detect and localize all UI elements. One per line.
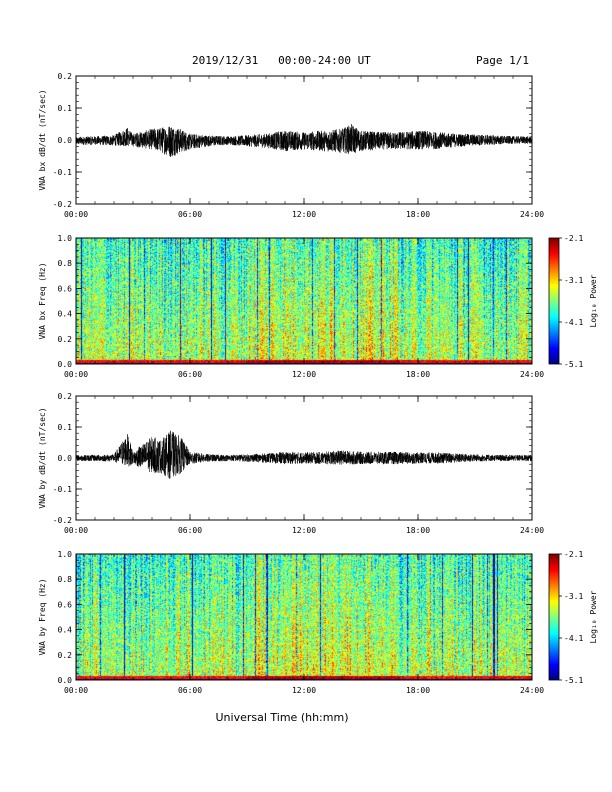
ytick-label-4-0: 0.0 (58, 676, 73, 685)
ytick-label-4-4: 0.8 (58, 575, 73, 584)
colorbar-tick-label-4-0: -2.1 (564, 550, 583, 559)
colorbar-tick-label-2-2: -4.1 (564, 318, 583, 327)
xtick-label-3-4: 24:00 (520, 526, 544, 535)
xtick-label-1-2: 12:00 (292, 210, 316, 219)
colorbar-bx (549, 238, 559, 364)
plot-frame-2 (75, 237, 533, 365)
xtick-label-4-2: 12:00 (292, 686, 316, 695)
xaxis-label: Universal Time (hh:mm) (216, 711, 349, 724)
xtick-label-4-1: 06:00 (178, 686, 202, 695)
xtick-label-3-0: 00:00 (64, 526, 88, 535)
ytick-label-3-3: 0.1 (58, 423, 73, 432)
xtick-label-1-1: 06:00 (178, 210, 202, 219)
ylabel-2: VNA bx Freq (Hz) (38, 262, 47, 339)
spectrogram-by (76, 554, 532, 680)
xtick-label-2-0: 00:00 (64, 370, 88, 379)
signal-trace-3 (75, 430, 533, 479)
colorbar-tick-label-2-1: -3.1 (564, 276, 583, 285)
xtick-label-4-0: 00:00 (64, 686, 88, 695)
ytick-label-1-4: 0.2 (58, 72, 73, 81)
ylabel-1: VNA bx dB/dt (nT/sec) (38, 89, 47, 190)
colorbar-frame-4 (548, 553, 560, 681)
xtick-label-3-1: 06:00 (178, 526, 202, 535)
ytick-label-1-3: 0.1 (58, 104, 73, 113)
colorbar-label-4: Log₁₀ Power (589, 590, 598, 643)
xtick-label-3-2: 12:00 (292, 526, 316, 535)
colorbar-frame-2 (548, 237, 560, 365)
ylabel-4: VNA by Freq (Hz) (38, 578, 47, 655)
colorbar-tick-label-2-0: -2.1 (564, 234, 583, 243)
xtick-label-2-1: 06:00 (178, 370, 202, 379)
xtick-label-4-4: 24:00 (520, 686, 544, 695)
plot-frame-4 (75, 553, 533, 681)
ytick-label-4-5: 1.0 (58, 550, 73, 559)
page-number: Page 1/1 (476, 54, 529, 67)
ytick-label-2-4: 0.8 (58, 259, 73, 268)
ytick-label-4-3: 0.6 (58, 600, 73, 609)
ytick-label-1-1: -0.1 (53, 168, 72, 177)
ytick-label-2-5: 1.0 (58, 234, 73, 243)
ytick-label-4-1: 0.2 (58, 651, 73, 660)
xtick-label-1-3: 18:00 (406, 210, 430, 219)
ytick-label-2-0: 0.0 (58, 360, 73, 369)
ylabel-3: VNA by dB/dt (nT/sec) (38, 407, 47, 508)
page-title: 2019/12/31 00:00-24:00 UT (192, 54, 371, 67)
xtick-label-1-0: 00:00 (64, 210, 88, 219)
xtick-label-1-4: 24:00 (520, 210, 544, 219)
ytick-label-3-0: -0.2 (53, 516, 72, 525)
ytick-label-2-3: 0.6 (58, 284, 73, 293)
ytick-label-2-2: 0.4 (58, 310, 73, 319)
xtick-label-2-4: 24:00 (520, 370, 544, 379)
spectrogram-bx (76, 238, 532, 364)
ytick-label-2-1: 0.2 (58, 335, 73, 344)
ytick-label-3-2: 0.0 (58, 454, 73, 463)
signal-trace-1 (75, 124, 533, 157)
ytick-label-3-1: -0.1 (53, 485, 72, 494)
ytick-label-3-4: 0.2 (58, 392, 73, 401)
xtick-label-3-3: 18:00 (406, 526, 430, 535)
ytick-label-1-2: 0.0 (58, 136, 73, 145)
colorbar-tick-label-4-1: -3.1 (564, 592, 583, 601)
colorbar-tick-label-4-3: -5.1 (564, 676, 583, 685)
colorbar-tick-label-4-2: -4.1 (564, 634, 583, 643)
ytick-label-1-0: -0.2 (53, 200, 72, 209)
colorbar-label-2: Log₁₀ Power (589, 274, 598, 327)
xtick-label-2-2: 12:00 (292, 370, 316, 379)
xtick-label-2-3: 18:00 (406, 370, 430, 379)
colorbar-by (549, 554, 559, 680)
ytick-label-4-2: 0.4 (58, 626, 73, 635)
xtick-label-4-3: 18:00 (406, 686, 430, 695)
colorbar-tick-label-2-3: -5.1 (564, 360, 583, 369)
